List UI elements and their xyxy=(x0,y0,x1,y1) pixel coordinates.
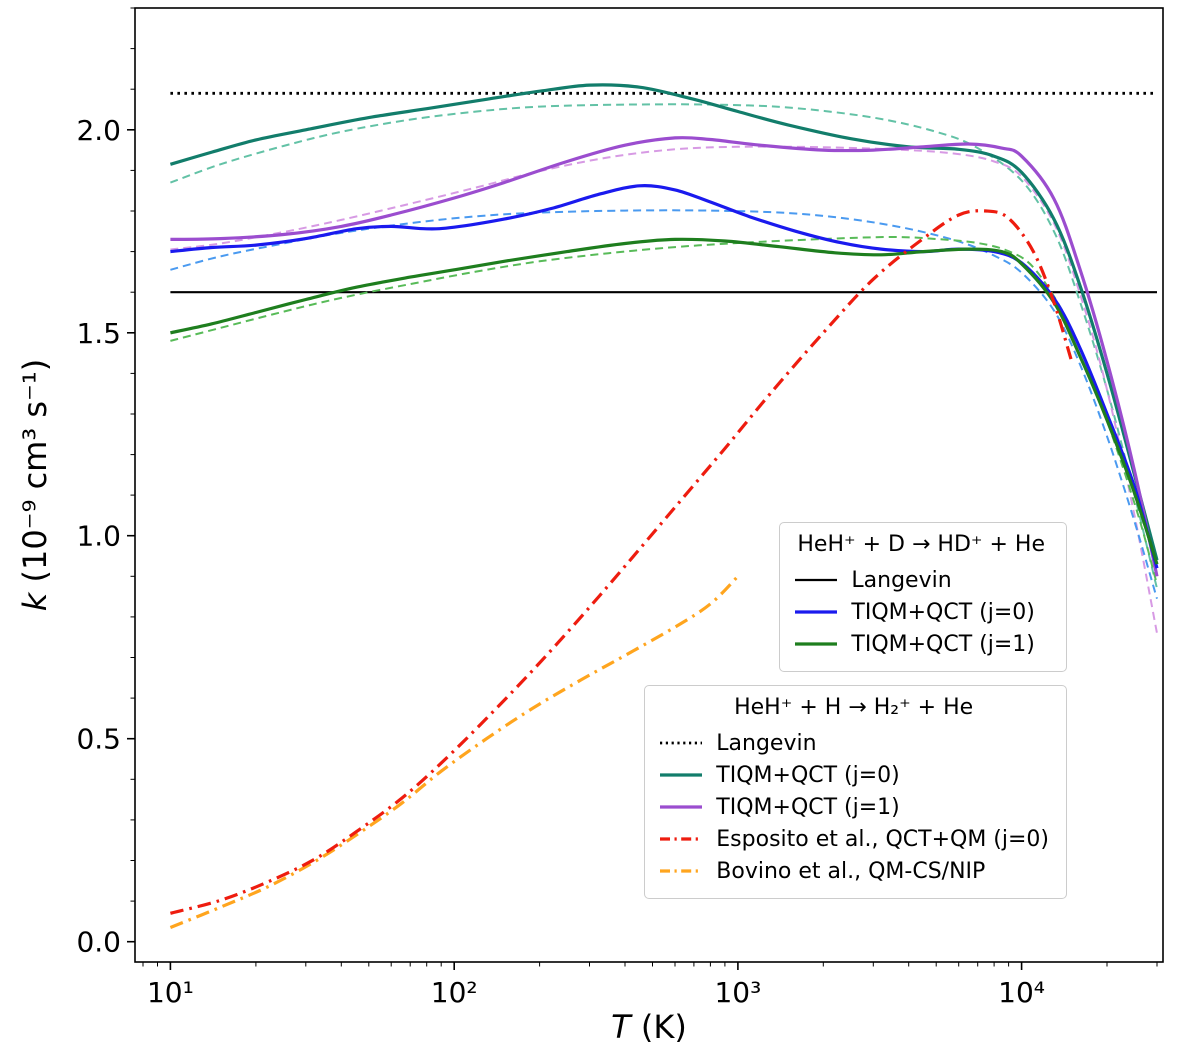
legend-line-sample xyxy=(660,869,703,873)
legend-d-reaction: HeH⁺ + D → HD⁺ + He Langevin TIQM+QCT (j=… xyxy=(779,522,1067,672)
legend-entry-esposito_h_j0: Esposito et al., QCT+QM (j=0) xyxy=(658,823,1049,855)
series-tiqm_h_j0_fit xyxy=(170,103,1158,589)
x-tick-label: 10² xyxy=(431,976,478,1009)
series-tiqm_d_j1 xyxy=(170,237,1159,565)
x-tick-label: 10³ xyxy=(714,976,761,1009)
legend-h-reaction: HeH⁺ + H → H₂⁺ + He Langevin TIQM+QCT (j=… xyxy=(644,685,1067,899)
y-tick-label: 2.0 xyxy=(76,114,121,147)
legend-entry-bovino_h: Bovino et al., QM-CS/NIP xyxy=(658,855,1049,887)
legend-entry-tiqm_h_j1: TIQM+QCT (j=1) xyxy=(658,791,1049,823)
y-tick-label: 0.5 xyxy=(76,723,121,756)
legend-line-sample xyxy=(795,578,838,582)
legend-line-sample xyxy=(795,642,838,646)
legend-entry-label: TIQM+QCT (j=1) xyxy=(851,631,1035,657)
legend-entry-tiqm_d_j1: TIQM+QCT (j=1) xyxy=(793,628,1049,660)
y-tick-label: 1.0 xyxy=(76,520,121,553)
legend-line-sample xyxy=(795,610,838,614)
series-tiqm_h_j1 xyxy=(170,136,1159,577)
legend-line-sample xyxy=(660,773,703,777)
legend-entry-tiqm_d_j0: TIQM+QCT (j=0) xyxy=(793,596,1049,628)
series-tiqm_d_j0 xyxy=(170,184,1159,569)
legend-line-sample xyxy=(660,741,703,745)
legend-entry-langevin_h: Langevin xyxy=(658,727,1049,759)
legend-entry-label: Bovino et al., QM-CS/NIP xyxy=(716,858,986,884)
series-tiqm_h_j1_fit xyxy=(170,145,1158,634)
series-esposito_h_j0 xyxy=(169,209,1074,915)
series-tiqm_h_j0 xyxy=(169,83,1159,561)
x-tick-label: 10¹ xyxy=(147,976,194,1009)
x-tick-label: 10⁴ xyxy=(998,976,1045,1009)
legend-entry-label: TIQM+QCT (j=0) xyxy=(716,762,900,788)
legend-h-entries: Langevin TIQM+QCT (j=0) TIQM+QCT (j=1) Espo… xyxy=(658,727,1049,887)
legend-d-title: HeH⁺ + D → HD⁺ + He xyxy=(797,532,1045,557)
y-tick-label: 0.0 xyxy=(76,926,121,959)
series-tiqm_d_j0_fit xyxy=(170,209,1158,599)
series-bovino_h xyxy=(169,575,740,929)
legend-line-sample xyxy=(660,837,703,841)
legend-entry-label: Langevin xyxy=(716,730,817,756)
legend-entry-label: TIQM+QCT (j=1) xyxy=(716,794,900,820)
legend-d-entries: Langevin TIQM+QCT (j=0) TIQM+QCT (j=1) xyxy=(793,564,1049,660)
legend-entry-langevin_d: Langevin xyxy=(793,564,1049,596)
y-axis-label: k (10⁻⁹ cm³ s⁻¹) xyxy=(16,359,54,611)
legend-entry-label: TIQM+QCT (j=0) xyxy=(851,599,1035,625)
legend-entry-label: Langevin xyxy=(851,567,952,593)
legend-entry-label: Esposito et al., QCT+QM (j=0) xyxy=(716,826,1049,852)
legend-entry-tiqm_h_j0: TIQM+QCT (j=0) xyxy=(658,759,1049,791)
legend-h-title: HeH⁺ + H → H₂⁺ + He xyxy=(734,695,974,720)
y-tick-label: 1.5 xyxy=(76,317,121,350)
plot-frame xyxy=(134,7,1164,963)
x-axis-label: T (K) xyxy=(611,1008,687,1046)
legend-line-sample xyxy=(660,805,703,809)
